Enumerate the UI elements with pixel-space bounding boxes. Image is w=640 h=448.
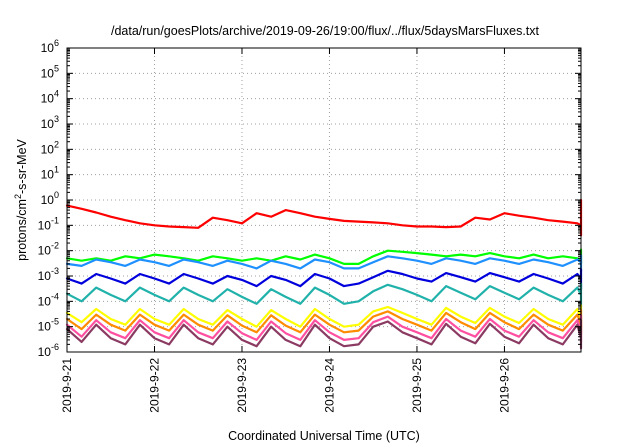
x-axis-ticks: 2019-9-21 2019-9-22 2019-9-23 2019-9-24 2019… xyxy=(60,48,511,413)
data-series xyxy=(65,198,583,350)
x-tick-label: 2019-9-22 xyxy=(147,358,161,413)
y-tick-label: 104 xyxy=(41,89,59,106)
series-line-4 xyxy=(65,268,583,291)
series-line-5 xyxy=(65,282,583,309)
x-tick-label: 2019-9-26 xyxy=(497,358,511,413)
series-line-1 xyxy=(65,198,583,237)
x-tick-label: 2019-9-25 xyxy=(410,358,424,413)
y-tick-label: 103 xyxy=(41,114,59,131)
y-tick-label: 10-1 xyxy=(38,215,59,232)
x-tick-label: 2019-9-24 xyxy=(322,358,336,413)
x-tick-label: 2019-9-21 xyxy=(60,358,74,413)
y-tick-label: 10-3 xyxy=(38,266,59,283)
y-axis-label: protons/cm2-s-sr-MeV xyxy=(13,138,29,260)
y-tick-label: 10-6 xyxy=(38,342,59,359)
y-tick-label: 106 xyxy=(41,38,59,55)
y-axis-label-sup: 2 xyxy=(13,194,23,199)
y-axis-label-rest: -s-sr-MeV xyxy=(15,138,29,194)
y-tick-label: 100 xyxy=(41,190,59,207)
y-tick-label: 105 xyxy=(41,63,59,80)
y-tick-label: 10-2 xyxy=(38,241,59,258)
x-axis-label: Coordinated Universal Time (UTC) xyxy=(228,429,420,443)
grid-lines xyxy=(67,48,581,352)
y-tick-label: 102 xyxy=(41,139,59,156)
x-tick-label: 2019-9-23 xyxy=(235,358,249,413)
chart-title: /data/run/goesPlots/archive/2019-09-26/1… xyxy=(111,24,540,38)
y-tick-label: 10-4 xyxy=(38,291,59,308)
y-tick-label: 10-5 xyxy=(38,317,59,334)
y-tick-label: 101 xyxy=(41,165,59,182)
y-axis-label-base: protons/cm xyxy=(15,199,29,261)
y-axis-ticks: 10-6 10-5 10-4 10-3 10-2 10-1 100 101 102 103 104 1… xyxy=(38,38,581,359)
